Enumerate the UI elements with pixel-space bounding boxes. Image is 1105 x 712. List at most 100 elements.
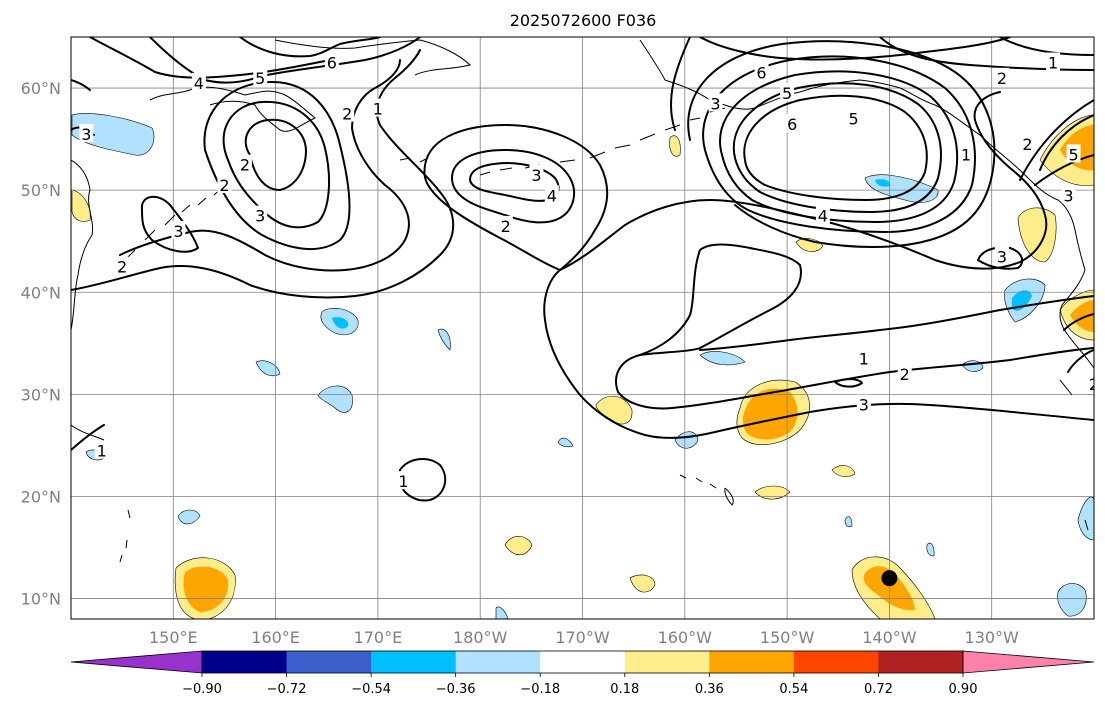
contour-label-bg [191,72,206,91]
contour-label: 2 [1022,135,1032,154]
coastline-na-west [1059,269,1094,369]
colorbar-tick-label: 0.36 [695,682,724,697]
contour-label: 2 [219,176,229,195]
lon-tick-label: 150°W [760,628,815,647]
contour-line [615,347,1094,410]
contour-label: 3 [859,396,869,415]
neg-blob [699,351,746,366]
contour-label-bg [856,394,871,413]
pos-blob [629,574,656,593]
lat-tick-label: 60°N [21,79,61,98]
contour-line [71,79,91,91]
lat-tick-label: 20°N [21,487,61,506]
neg-blob [177,509,201,525]
coastline-kamchatka-coast [274,39,471,76]
contour-line [743,94,928,201]
contour-line [1034,154,1094,186]
contour-label-bg [1066,144,1081,163]
contour-line [732,82,942,213]
contour-label: 1 [859,350,869,369]
contour-label: 2 [900,365,910,384]
map-frame [70,36,1095,620]
coastline-marianas [119,509,131,563]
contour-label-bg [1061,185,1076,204]
coastline-baja [1059,379,1089,531]
lon-tick-label: 130°W [965,628,1020,647]
contour-line [687,40,996,248]
pos-blob [742,388,798,440]
contour-label-bg [396,471,411,490]
contour-lines [71,37,1094,502]
colorbar-segment [455,651,541,673]
lon-tick-label: 160°W [658,628,713,647]
contour-label-bg [754,62,769,81]
contour-label-bg [340,103,355,122]
contour-label-bg [1020,134,1035,153]
contour-line [702,55,976,233]
contour-label: 2 [997,69,1007,88]
colorbar-segment [793,651,879,673]
contour-label-bg [324,52,339,71]
pos-blob [669,135,681,157]
contour-label: 6 [756,64,766,83]
neg-blob [875,179,891,187]
coastline-philippines [71,424,105,441]
shaded-anomalies [71,113,1094,619]
neg-blob [317,385,353,413]
latitude-labels: 10°N 20°N 30°N 40°N 50°N 60°N [21,79,61,609]
contour-line [543,269,1094,439]
pos-blob [71,189,91,222]
contour-label: 2 [117,258,127,277]
contour-label-bg [529,164,544,183]
contour-line [140,195,199,253]
contour-label-bg [94,440,109,459]
colorbar-tick-label: −0.18 [520,682,560,697]
location-marker [881,570,898,587]
contour-label: 2 [501,217,511,236]
contour-label: 2 [342,105,352,124]
contour-label: 1 [373,99,383,118]
neg-blob [495,606,509,619]
colorbar-tick-label: −0.72 [267,682,307,697]
neg-blob [332,317,349,329]
contour-label: 3 [997,248,1007,267]
contour-label: 5 [255,69,265,88]
contour-label-bg [370,98,385,117]
colorbar-extend-low [70,650,203,674]
contour-label-bg [1087,374,1094,393]
contour-label: 1 [961,145,971,164]
lon-tick-label: 140°W [862,628,917,647]
contour-label-bg [897,363,912,382]
contour-label-bg [994,246,1009,265]
contour-line [1039,114,1094,171]
contour-line [399,458,447,502]
contour-label-bg [815,205,830,224]
colorbar-tick-label: 0.18 [610,682,639,697]
neg-blob [557,437,574,448]
contour-label-bg [498,215,513,234]
lon-tick-label: 170°E [354,628,403,647]
neg-blob [926,542,935,557]
colorbar-segment [286,651,372,673]
contour-line [834,378,863,388]
lon-tick-label: 170°W [555,628,610,647]
contour-label: 2 [240,156,250,175]
lon-tick-label: 160°E [251,628,300,647]
contour-label: 4 [194,74,204,93]
contour-line [239,37,381,58]
contour-label: 1 [398,472,408,491]
contour-label-bg [79,124,94,142]
colorbar-segment [624,651,710,673]
contour-label-bg [1046,52,1061,71]
contour-label-bg [544,185,559,204]
colorbar-frame [201,650,964,674]
contour-line [1067,349,1094,373]
lon-tick-label: 150°E [149,628,198,647]
coastline-kurils [124,187,223,261]
neg-blob [844,516,853,528]
contour-label: 2 [1089,375,1099,394]
contour-label-bg [785,113,800,132]
contour-line [1019,99,1094,181]
contour-label: 1 [1048,54,1058,73]
pos-blob [831,465,856,477]
